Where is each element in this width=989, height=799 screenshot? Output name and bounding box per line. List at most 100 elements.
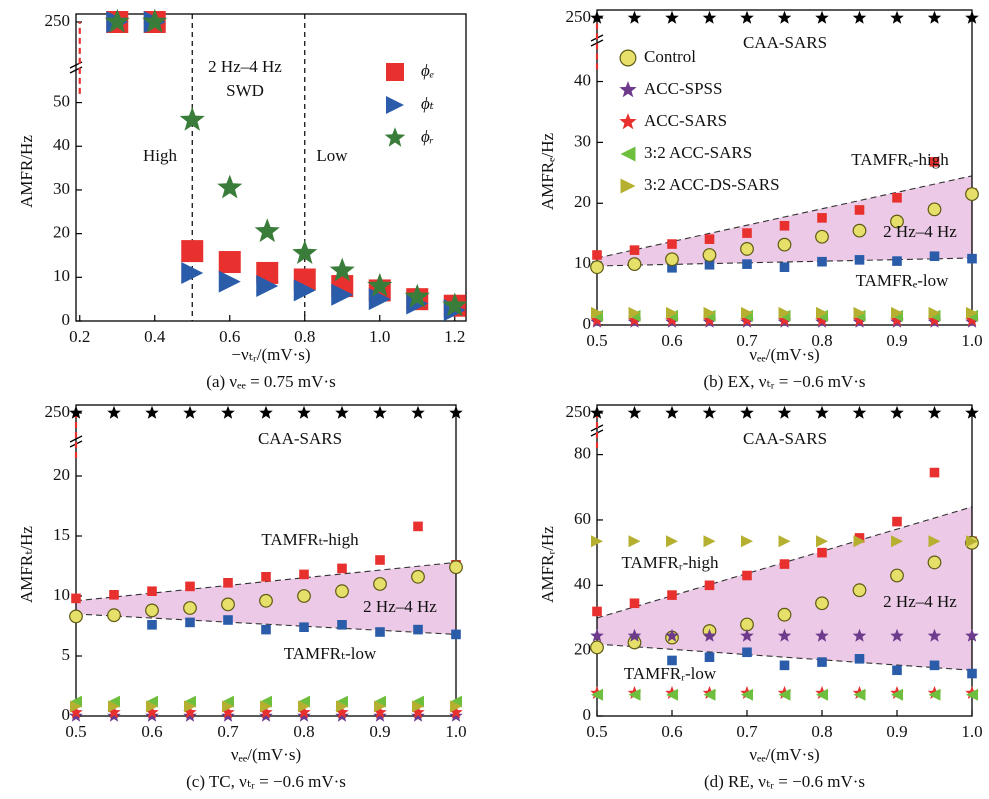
square-marker <box>817 657 827 667</box>
star-marker <box>411 405 425 419</box>
triangle-marker <box>891 535 903 548</box>
star-marker <box>221 705 235 719</box>
y-tick-label: 250 <box>566 402 592 421</box>
triangle-marker <box>778 688 791 701</box>
square-marker <box>704 580 715 591</box>
triangle-marker <box>666 306 678 319</box>
fit-line <box>75 613 457 635</box>
circle-marker <box>927 202 942 217</box>
annotation: TAMFRₜ-low <box>284 644 377 663</box>
star-marker <box>442 292 468 317</box>
star-marker <box>373 405 387 419</box>
y-tick-label: 40 <box>574 70 591 89</box>
x-tick-label: 0.5 <box>586 722 607 741</box>
y-tick-label: 10 <box>53 266 70 285</box>
triangle-marker <box>298 695 310 708</box>
star-marker <box>217 174 243 199</box>
triangle-marker <box>853 306 866 319</box>
star-marker <box>329 257 355 282</box>
star-marker <box>367 272 393 297</box>
annotation: TAMFRᵣ-low <box>624 664 717 683</box>
y-tick-label: 30 <box>53 179 70 198</box>
y-axis-label: AMFRᵣ/Hz <box>538 526 557 603</box>
star-marker <box>777 10 792 24</box>
square-marker <box>629 245 640 255</box>
star-marker <box>259 705 273 719</box>
x-tick-label: 1.2 <box>444 327 465 346</box>
star-marker <box>619 113 637 130</box>
circle-marker <box>590 260 604 275</box>
circle-marker <box>183 601 197 615</box>
star-marker <box>221 405 235 419</box>
x-tick-label: 0.7 <box>736 722 758 741</box>
triangle-marker <box>928 688 941 701</box>
square-marker <box>71 593 81 604</box>
star-marker <box>740 405 754 419</box>
panel: 0.5 0.6 0.7 0.8 0.9 1.0 0 20 40 60 80 250 CAA-SARS TA… <box>538 402 983 791</box>
star-marker <box>297 405 311 419</box>
star-marker <box>965 312 979 326</box>
star-marker <box>665 628 679 642</box>
star-marker <box>777 312 792 326</box>
triangle-marker <box>741 306 753 319</box>
star-marker <box>335 405 349 419</box>
annotation: 2 Hz–4 Hz <box>363 597 437 616</box>
triangle-marker <box>293 279 316 302</box>
legend-label: ϕᵣ <box>421 127 434 146</box>
square-marker <box>181 240 204 263</box>
star-marker <box>740 628 754 642</box>
triangle-marker <box>703 535 716 548</box>
caption: (a) νₑₑ = 0.75 mV·s <box>206 372 335 391</box>
triangle-marker <box>70 695 82 708</box>
triangle-marker <box>620 178 636 194</box>
y-tick-label: 20 <box>53 465 70 484</box>
circle-marker <box>815 229 829 244</box>
fit-line <box>596 175 973 259</box>
plot-frame <box>596 404 973 717</box>
star-marker <box>815 405 829 419</box>
triangle-marker <box>184 695 196 708</box>
square-marker <box>704 259 715 270</box>
annotation: 2 Hz–4 Hz <box>883 592 957 611</box>
star-marker <box>590 628 604 642</box>
panel: 0.5 0.6 0.7 0.8 0.9 1.0 0 10 20 30 40 250 CAA-SARS TA… <box>538 7 983 391</box>
circle-marker <box>927 555 942 570</box>
star-marker <box>815 628 829 642</box>
x-axis-label: −νₜᵣ/(mV·s) <box>231 345 310 364</box>
star-marker <box>852 10 867 24</box>
square-marker <box>854 533 865 543</box>
triangle-marker <box>591 306 603 319</box>
x-tick-label: 0.6 <box>141 722 162 741</box>
triangle-marker <box>450 700 462 713</box>
x-tick-label: 0.8 <box>811 722 832 741</box>
star-marker <box>665 10 679 24</box>
fit-line <box>596 643 973 671</box>
triangle-marker <box>260 695 272 708</box>
square-marker <box>667 262 677 273</box>
star-marker <box>852 312 867 326</box>
square-marker <box>929 467 940 478</box>
caption: (d) RE, νₜᵣ = −0.6 mV·s <box>704 772 865 791</box>
circle-marker <box>777 237 792 252</box>
y-tick-label: 250 <box>566 7 592 26</box>
panel: 0.5 0.6 0.7 0.8 0.9 1.0 0 5 10 15 20 250 CAA-SARS TAM… <box>17 402 467 791</box>
star-marker <box>702 628 717 642</box>
triangle-marker <box>666 688 678 701</box>
star-marker <box>777 628 792 642</box>
triangle-marker <box>853 535 866 548</box>
star-marker <box>927 405 942 419</box>
star-marker <box>335 705 349 719</box>
y-tick-label: 10 <box>574 253 591 272</box>
square-marker <box>854 255 865 265</box>
triangle-marker <box>703 306 716 319</box>
legend-label: 3:2 ACC-DS-SARS <box>644 175 780 194</box>
band <box>597 175 972 266</box>
y-tick-label: 40 <box>53 135 70 154</box>
annotation: CAA-SARS <box>258 429 342 448</box>
square-marker <box>704 652 715 662</box>
x-tick-label: 0.8 <box>294 327 315 346</box>
star-marker <box>259 405 273 419</box>
star-marker <box>740 312 754 326</box>
star-marker <box>890 405 904 419</box>
triangle-marker <box>620 146 636 162</box>
